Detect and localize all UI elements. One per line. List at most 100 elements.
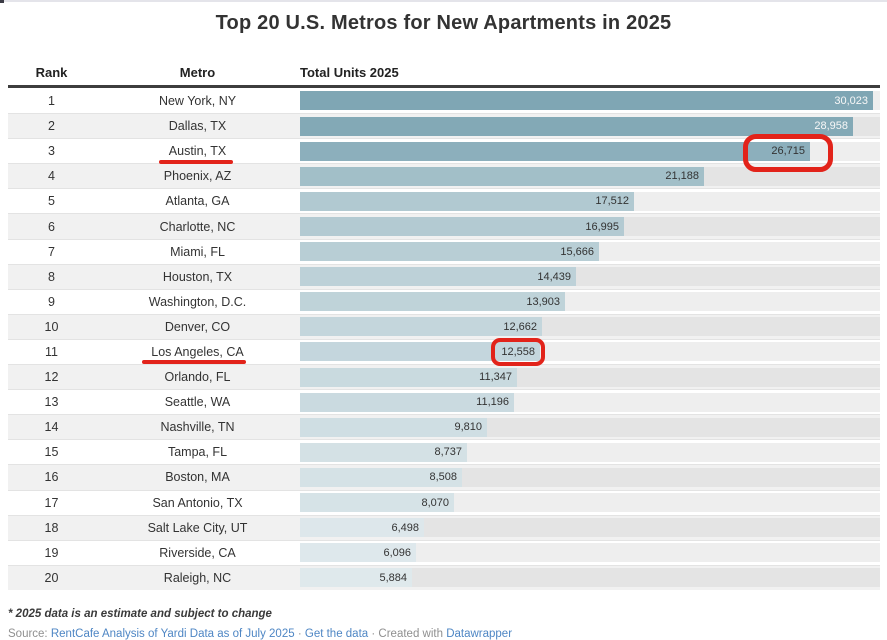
window-corner-nub — [0, 0, 4, 3]
units-bar-cell: 21,188 — [300, 166, 880, 186]
bar-track: 17,512 — [300, 191, 880, 211]
table-row: 12 Orlando, FL 11,347 — [8, 364, 880, 390]
metro-cell: Dallas, TX — [168, 119, 227, 134]
table-row: 16 Boston, MA 8,508 — [8, 464, 880, 490]
rank-cell: 14 — [44, 420, 59, 435]
value-label: 13,903 — [526, 295, 560, 308]
units-bar-cell: 6,096 — [300, 543, 880, 563]
rank-cell: 18 — [44, 520, 59, 535]
units-bar-cell: 13,903 — [300, 292, 880, 312]
bar-track: 11,196 — [300, 392, 880, 412]
metro-cell: Nashville, TN — [160, 420, 235, 435]
value-label: 8,508 — [429, 471, 457, 484]
value-bar: 6,498 — [300, 518, 424, 538]
value-bar: 12,662 — [300, 317, 542, 337]
datawrapper-link[interactable]: Datawrapper — [446, 628, 513, 640]
bar-track: 8,070 — [300, 493, 880, 513]
value-label: 11,347 — [479, 371, 512, 384]
bar-track: 8,508 — [300, 467, 880, 487]
bar-track: 16,995 — [300, 217, 880, 237]
metro-cell: San Antonio, TX — [152, 495, 243, 510]
value-bar: 6,096 — [300, 543, 416, 563]
units-bar-cell: 26,715 — [300, 141, 880, 161]
bar-track: 6,498 — [300, 518, 880, 538]
get-the-data-link[interactable]: Get the data — [304, 628, 369, 640]
bar-track: 12,662 — [300, 317, 880, 337]
units-bar-cell: 14,439 — [300, 267, 880, 287]
bar-track: 14,439 — [300, 267, 880, 287]
value-label: 30,023 — [834, 94, 868, 107]
source-line: Source: RentCafe Analysis of Yardi Data … — [8, 628, 512, 640]
value-bar: 15,666 — [300, 242, 599, 262]
rank-cell: 3 — [48, 144, 55, 159]
value-label: 28,958 — [814, 120, 848, 133]
table-row: 14 Nashville, TN 9,810 — [8, 414, 880, 440]
value-label: 26,715 — [771, 145, 805, 158]
value-bar: 21,188 — [300, 166, 704, 186]
table-row: 20 Raleigh, NC 5,884 — [8, 564, 880, 590]
value-bar: 8,508 — [300, 467, 462, 487]
rank-cell: 13 — [44, 395, 59, 410]
rank-cell: 11 — [45, 344, 58, 359]
metro-cell: Riverside, CA — [159, 545, 236, 560]
rank-cell: 19 — [44, 545, 59, 560]
units-bar-cell: 12,662 — [300, 317, 880, 337]
value-bar: 8,737 — [300, 442, 467, 462]
table-row: 17 San Antonio, TX 8,070 — [8, 489, 880, 515]
metro-cell: Miami, FL — [170, 244, 225, 259]
rank-cell: 7 — [48, 244, 55, 259]
value-bar: 16,995 — [300, 217, 624, 237]
bar-track: 30,023 — [300, 91, 880, 111]
bar-track: 8,737 — [300, 442, 880, 462]
value-label: 9,810 — [454, 421, 482, 434]
value-bar: 30,023 — [300, 91, 873, 111]
metro-cell: Denver, CO — [164, 319, 231, 334]
value-bar: 11,347 — [300, 367, 517, 387]
rank-cell: 17 — [44, 495, 59, 510]
metro-cell: New York, NY — [158, 93, 237, 108]
value-bar: 13,903 — [300, 292, 565, 312]
value-bar: 12,558 — [300, 342, 540, 362]
metro-cell: Phoenix, AZ — [163, 169, 232, 184]
table-row: 2 Dallas, TX 28,958 — [8, 113, 880, 139]
units-bar-cell: 16,995 — [300, 217, 880, 237]
value-label: 12,558 — [501, 345, 535, 358]
value-label: 14,439 — [537, 270, 571, 283]
units-bar-cell: 5,884 — [300, 568, 880, 588]
separator-dot: · — [371, 628, 376, 640]
source-prefix: Source: — [8, 628, 48, 640]
bar-track: 28,958 — [300, 116, 880, 136]
rank-cell: 2 — [48, 119, 55, 134]
value-label: 17,512 — [595, 195, 629, 208]
rank-cell: 6 — [48, 219, 55, 234]
table-row: 8 Houston, TX 14,439 — [8, 263, 880, 289]
rank-cell: 20 — [44, 570, 59, 585]
value-bar: 14,439 — [300, 267, 576, 287]
bar-track: 15,666 — [300, 242, 880, 262]
bar-track: 11,347 — [300, 367, 880, 387]
units-bar-cell: 8,070 — [300, 493, 880, 513]
column-header-metro: Metro — [179, 65, 216, 80]
table-row: 18 Salt Lake City, UT 6,498 — [8, 514, 880, 540]
metro-cell: Washington, D.C. — [148, 294, 247, 309]
metro-cell: Houston, TX — [162, 269, 233, 284]
metro-cell: Tampa, FL — [167, 445, 228, 460]
metro-cell: Salt Lake City, UT — [147, 520, 248, 535]
table-row: 4 Phoenix, AZ 21,188 — [8, 163, 880, 189]
page-title: Top 20 U.S. Metros for New Apartments in… — [215, 12, 672, 34]
table-row: 5 Atlanta, GA 17,512 — [8, 188, 880, 214]
rank-cell: 12 — [44, 370, 59, 385]
created-with-label: Created with — [378, 628, 443, 640]
units-bar-cell: 30,023 — [300, 91, 880, 111]
value-bar: 28,958 — [300, 116, 853, 136]
column-header-rank: Rank — [35, 65, 68, 80]
table-row: 6 Charlotte, NC 16,995 — [8, 213, 880, 239]
value-label: 6,498 — [391, 521, 419, 534]
table-row: 1 New York, NY 30,023 — [8, 88, 880, 114]
metro-cell: Charlotte, NC — [159, 219, 236, 234]
bar-track: 13,903 — [300, 292, 880, 312]
units-bar-cell: 12,558 — [300, 342, 880, 362]
value-label: 8,737 — [434, 446, 462, 459]
rank-cell: 4 — [48, 169, 55, 184]
source-link[interactable]: RentCafe Analysis of Yardi Data as of Ju… — [50, 628, 295, 640]
